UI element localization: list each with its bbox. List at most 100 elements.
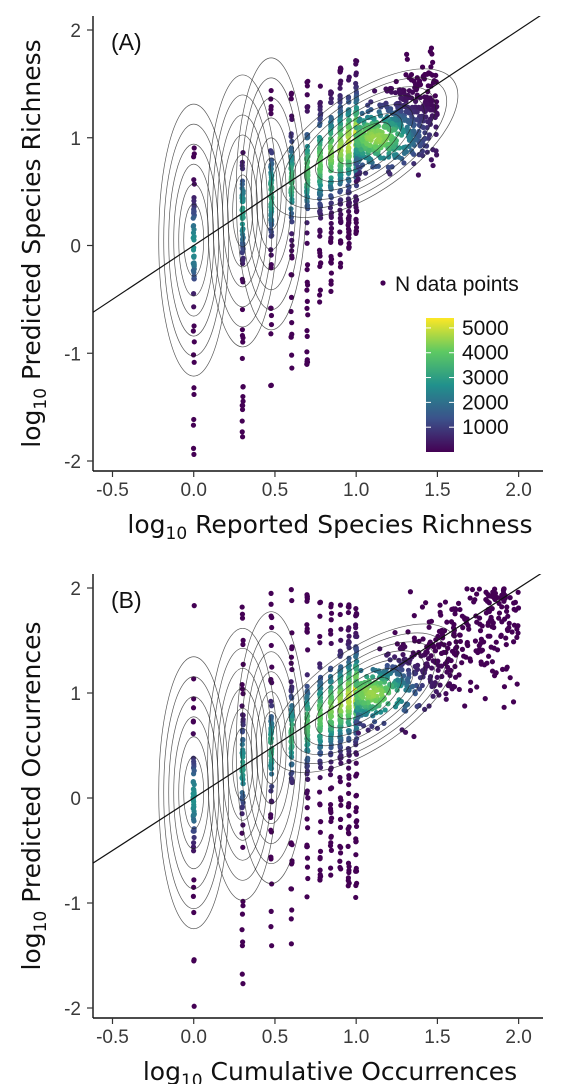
data-point — [328, 116, 335, 122]
data-point — [423, 600, 429, 606]
data-point — [337, 611, 343, 618]
data-point — [443, 696, 449, 702]
data-point — [370, 666, 376, 673]
data-point — [240, 641, 246, 648]
reference-line — [93, 16, 541, 313]
data-point — [498, 632, 504, 638]
y-tick-label: 2 — [70, 579, 81, 600]
data-point — [268, 736, 274, 742]
data-point — [304, 83, 310, 89]
density-contour — [232, 174, 253, 248]
data-point — [317, 182, 324, 188]
data-point — [354, 658, 360, 665]
data-point — [503, 635, 509, 641]
data-point — [337, 229, 343, 235]
data-point — [345, 627, 351, 633]
data-point — [304, 864, 311, 870]
data-point — [355, 139, 361, 145]
data-point — [304, 328, 310, 334]
data-point — [239, 406, 246, 413]
data-point — [404, 56, 410, 62]
data-point — [317, 867, 323, 873]
data-point — [317, 163, 324, 170]
data-point — [317, 726, 323, 732]
data-point — [239, 681, 245, 688]
data-point — [397, 645, 403, 652]
data-point — [487, 633, 493, 639]
data-point — [240, 781, 246, 787]
data-point — [421, 76, 427, 82]
data-point — [191, 909, 197, 916]
data-point — [338, 152, 344, 158]
data-point — [405, 119, 411, 125]
data-point — [464, 641, 470, 647]
data-point — [268, 212, 274, 218]
data-point — [460, 625, 466, 631]
data-point — [422, 706, 428, 713]
data-point — [377, 155, 384, 161]
data-point — [304, 894, 310, 900]
data-point — [476, 643, 482, 649]
data-point — [317, 774, 323, 781]
data-point — [436, 644, 442, 650]
data-point — [358, 692, 364, 698]
data-point — [412, 81, 419, 87]
data-point — [190, 705, 197, 711]
data-point — [239, 332, 246, 339]
data-point — [469, 586, 476, 593]
data-point — [416, 133, 422, 139]
data-point — [328, 130, 334, 137]
data-point — [304, 262, 311, 268]
data-point — [191, 208, 197, 215]
data-point — [453, 639, 459, 645]
data-point — [386, 154, 392, 160]
data-point — [496, 610, 503, 616]
data-point — [338, 637, 344, 643]
data-point — [353, 224, 360, 231]
data-point — [269, 721, 275, 727]
density-contour — [178, 183, 210, 297]
density-contour — [232, 727, 253, 801]
data-point — [363, 687, 369, 693]
data-point — [328, 220, 334, 227]
data-point — [345, 765, 352, 771]
x-axis-title: log10 Reported Species Richness — [127, 510, 532, 544]
x-tick-label: 0.5 — [262, 1027, 288, 1048]
data-point — [434, 104, 440, 110]
data-point — [190, 893, 196, 899]
legend-tick-label: 3000 — [462, 367, 509, 390]
data-point — [381, 133, 387, 140]
x-tick-label: 1.0 — [343, 1027, 369, 1048]
data-point — [269, 783, 275, 790]
x-tick-label: 0.0 — [181, 1027, 207, 1048]
data-point — [240, 195, 246, 202]
data-point — [191, 1003, 197, 1009]
data-point — [191, 877, 197, 883]
data-point — [268, 590, 274, 596]
data-point — [239, 355, 245, 362]
density-contour — [326, 113, 403, 174]
data-point — [337, 850, 344, 856]
data-point — [328, 872, 334, 878]
data-point — [328, 708, 334, 714]
data-point — [317, 764, 324, 771]
data-point — [191, 758, 197, 765]
x-tick-label: 1.0 — [343, 480, 369, 501]
data-point — [328, 99, 334, 106]
data-point — [424, 101, 430, 107]
data-point — [428, 157, 434, 163]
data-point — [328, 184, 334, 191]
density-contour — [235, 611, 307, 885]
data-point — [355, 730, 361, 736]
data-point — [389, 120, 395, 126]
data-point — [467, 658, 474, 664]
data-point — [269, 771, 275, 777]
data-point — [317, 734, 323, 740]
data-point — [239, 327, 246, 333]
data-point — [346, 235, 352, 241]
data-point — [419, 152, 426, 159]
data-point — [304, 805, 310, 811]
data-point — [328, 193, 334, 199]
data-point — [353, 852, 359, 858]
